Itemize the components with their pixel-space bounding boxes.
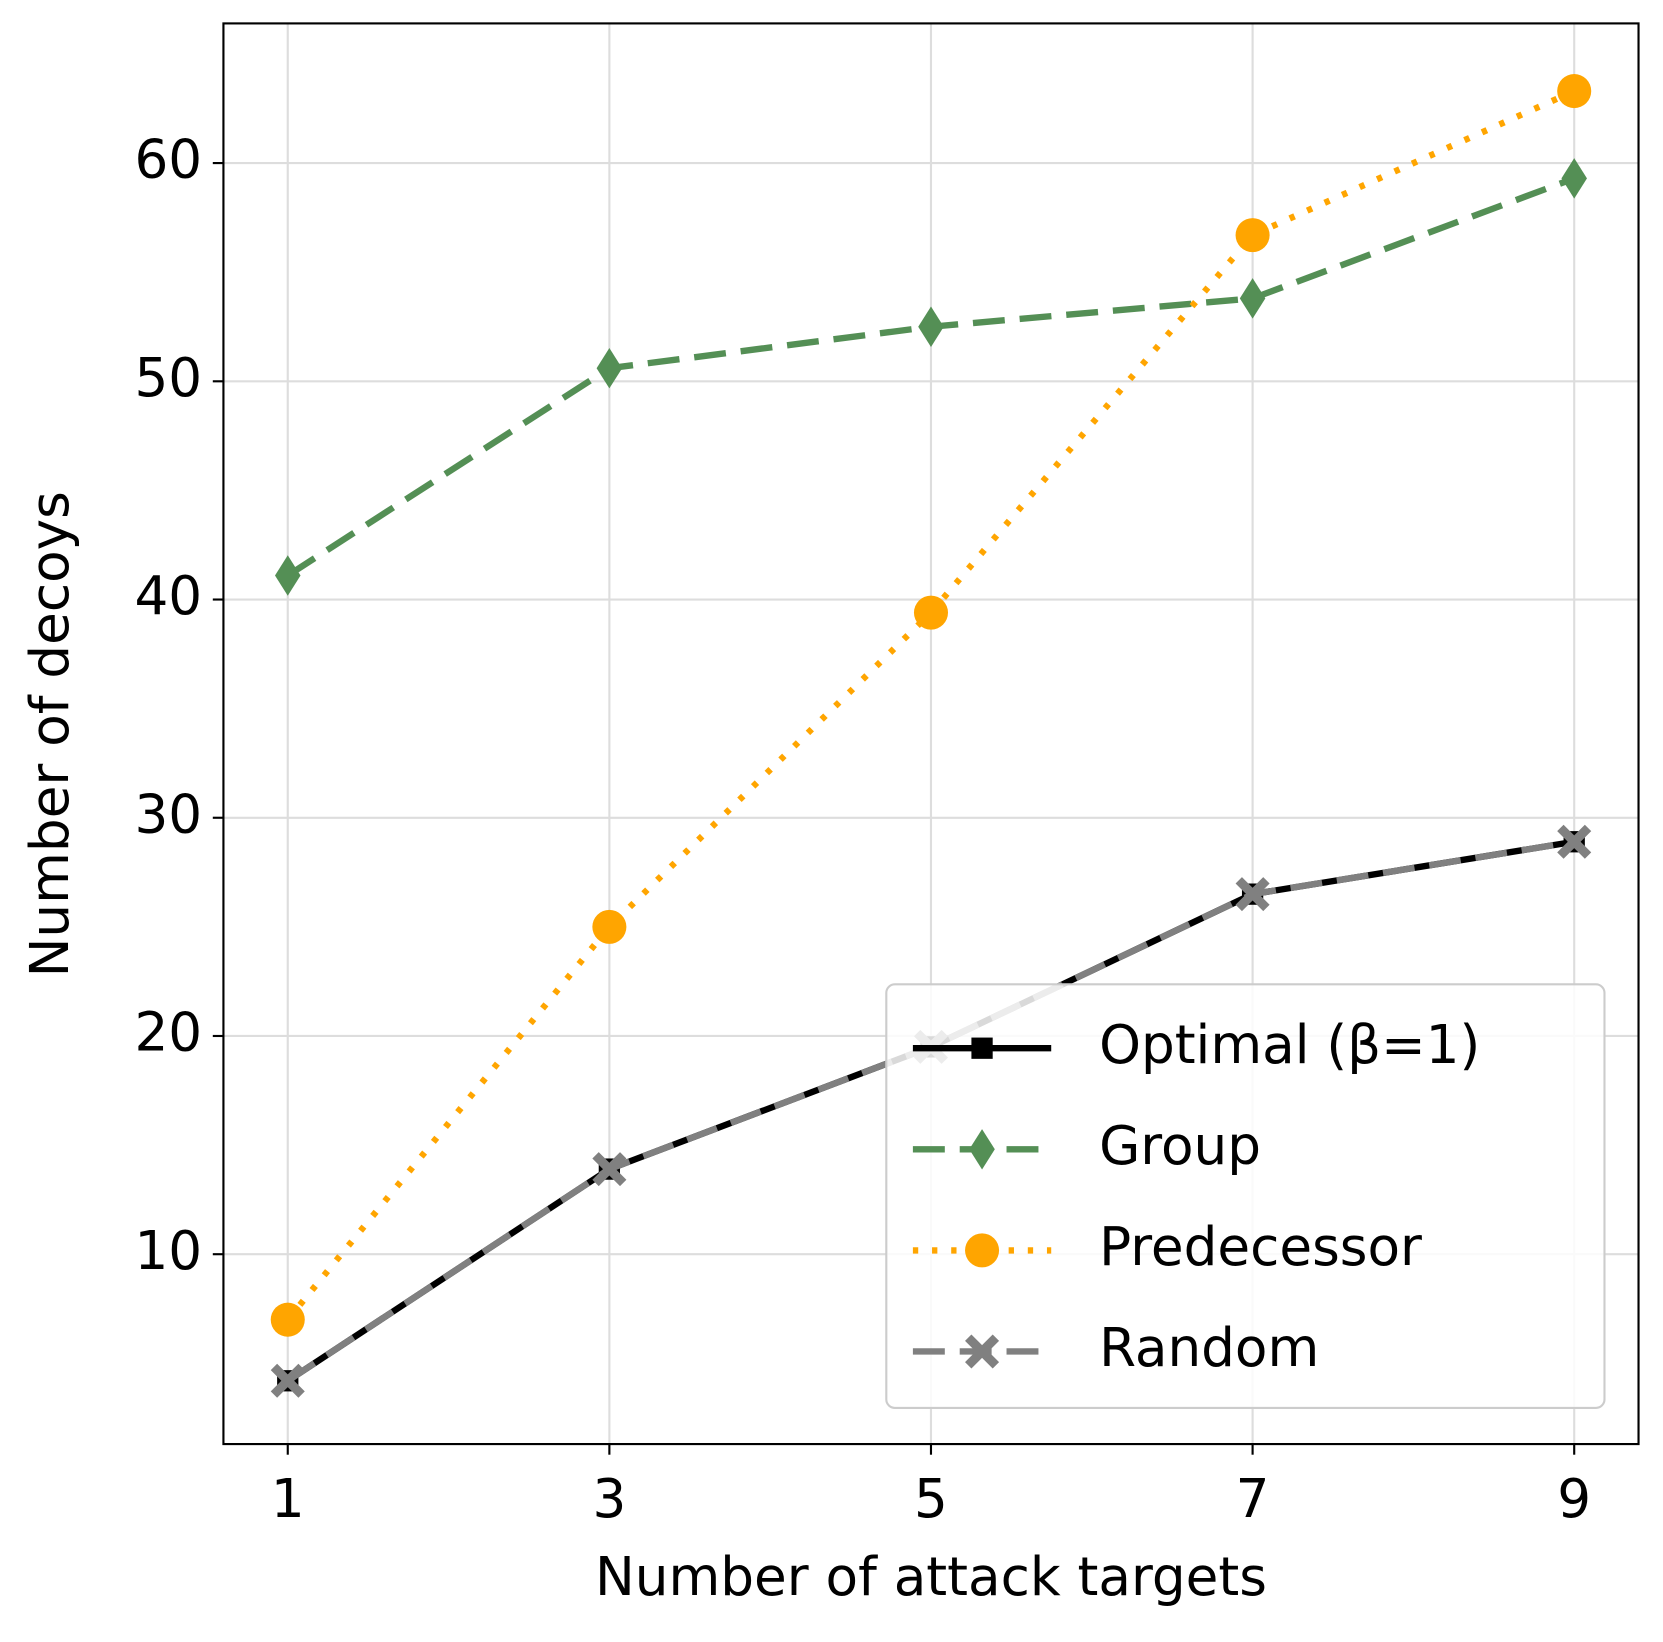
marker xyxy=(592,1152,627,1187)
legend-label: Optimal (β=1) xyxy=(1099,1014,1480,1076)
legend-label: Random xyxy=(1099,1317,1319,1379)
marker xyxy=(270,1302,305,1337)
marker xyxy=(965,1233,1000,1268)
marker xyxy=(965,1334,1000,1369)
plot-frame xyxy=(222,22,1640,1446)
marker xyxy=(1239,278,1266,319)
marker xyxy=(1557,74,1592,109)
y-tick-label: 40 xyxy=(134,565,202,627)
legend-label: Predecessor xyxy=(1099,1216,1422,1278)
marker xyxy=(274,555,301,596)
x-tick-label: 3 xyxy=(592,1468,626,1530)
marker xyxy=(270,1363,305,1398)
y-tick-label: 20 xyxy=(134,1002,202,1064)
y-tick-label: 30 xyxy=(134,783,202,845)
legend-label: Group xyxy=(1099,1115,1261,1177)
marker xyxy=(592,909,627,944)
x-tick-label: 1 xyxy=(271,1468,305,1530)
y-tick-label: 50 xyxy=(134,347,202,409)
y-tick-label: 10 xyxy=(134,1220,202,1282)
legend-box xyxy=(885,983,1606,1409)
marker xyxy=(913,595,949,630)
x-tick-label: 7 xyxy=(1236,1468,1270,1530)
marker xyxy=(971,1037,993,1059)
x-tick-label: 5 xyxy=(914,1468,948,1530)
marker xyxy=(1235,218,1270,253)
series-line xyxy=(285,88,1576,1322)
marker xyxy=(918,306,944,347)
x-axis-label: Number of attack targets xyxy=(595,1546,1267,1608)
x-tick-label: 9 xyxy=(1557,1468,1591,1530)
marker xyxy=(1235,877,1270,912)
marker xyxy=(1561,158,1587,199)
y-tick-label: 60 xyxy=(134,129,202,191)
marker xyxy=(1557,824,1592,859)
y-axis-label: Number of decoys xyxy=(19,491,81,977)
